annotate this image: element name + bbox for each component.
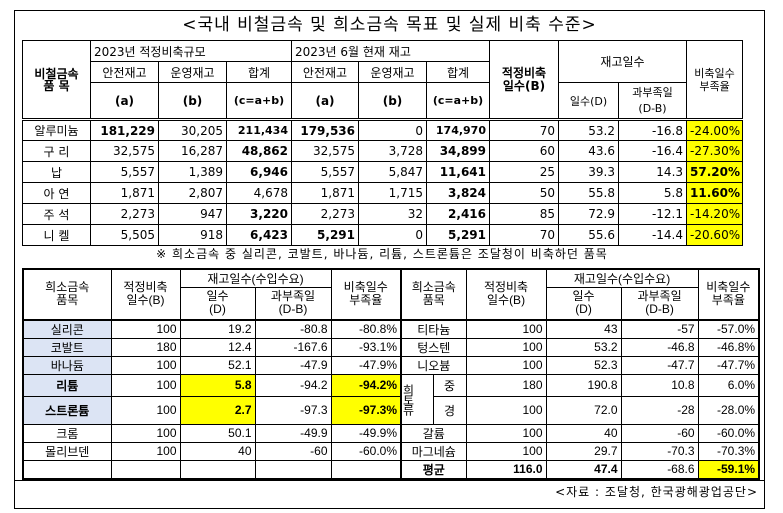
table-row: 리튬 100 5.8 -94.2 -94.2% 희토류 중 180 190.8 …	[22, 373, 760, 425]
shortage-rate: 57.20%	[686, 161, 744, 183]
table-row: 알루미늄 181,229 30,205 211,434 179,536 0 17…	[22, 118, 744, 141]
table-row: 주 석 2,273 947 3,220 2,273 32 2,416 85 72…	[22, 203, 744, 225]
table-row: 니 켈 5,505 918 6,423 5,291 0 5,291 70 55.…	[22, 224, 744, 246]
header-excess: 과부족일 (D-B)	[617, 82, 688, 120]
header-rare-stock-days-right: 재고일수(수입수요)	[545, 268, 699, 288]
header-b: (b)	[158, 82, 227, 120]
table-row: 아 연 1,871 2,807 4,678 1,871 1,715 3,824 …	[22, 182, 744, 204]
average-row: 평균 116.0 47.4 -68.6 -59.1%	[22, 459, 760, 480]
rare-metal-table: 희소금속 품목 적정비축 일수(B) 재고일수(수입수요) 비축일수 부족율 희소금속…	[22, 268, 761, 480]
table-row: 크롬 100 50.1 -49.9 -49.9% 갈륨 100 40 -60 -…	[22, 423, 760, 443]
table-row: 바나듐 100 52.1 -47.9 -47.9% 니오븀 100 52.3 -…	[22, 355, 760, 375]
header-rare-excess: 과부족일 (D-B)	[254, 287, 332, 321]
header-target-group: 2023년 적정비축규모	[90, 40, 292, 62]
header-rare-optimal-right: 적정비축 일수(B)	[465, 268, 547, 321]
header-item: 비철금속 품 목	[22, 40, 91, 120]
header-target-safety: 안전재고	[90, 61, 159, 83]
header-days-d: 일수(D)	[558, 82, 619, 120]
average-rate: -59.1%	[697, 459, 760, 480]
header-current-total: 합계	[426, 61, 490, 83]
table-row: 실리콘 100 19.2 -80.8 -80.8% 티타늄 100 43 -57…	[22, 319, 760, 339]
header-c-current: (c=a+b)	[426, 82, 490, 120]
shortage-rate: -24.00%	[686, 118, 744, 141]
header-current-group: 2023년 6월 현재 재고	[291, 40, 490, 62]
average-label: 평균	[400, 459, 467, 480]
header-rare-excess-right: 과부족일 (D-B)	[620, 287, 699, 321]
table-row: 납 5,557 1,389 6,946 5,557 5,847 11,641 2…	[22, 161, 744, 183]
table-row: 구 리 32,575 16,287 48,862 32,575 3,728 34…	[22, 140, 744, 162]
header-optimal-days: 적정비축 일수(B)	[489, 40, 559, 120]
note-text: ※ 희소금속 중 실리콘, 코발트, 바나듐, 리튬, 스트론튬은 조달청이 비…	[156, 247, 608, 261]
header-rare-days: 일수 (D)	[179, 287, 256, 321]
shortage-rate: -27.30%	[686, 140, 744, 162]
shortage-rate: 11.60%	[686, 182, 744, 204]
header-rare-rate-right: 비축일수 부족율	[697, 268, 760, 321]
header-rare-item-right: 희소금속 품목	[400, 268, 467, 321]
header-rare-rate: 비축일수 부족율	[330, 268, 403, 321]
header-target-total: 합계	[226, 61, 292, 83]
header-target-operating: 운영재고	[158, 61, 227, 83]
header-current-operating: 운영재고	[358, 61, 427, 83]
header-rare-optimal: 적정비축 일수(B)	[110, 268, 181, 321]
rare-earth-label: 희토류	[400, 373, 434, 425]
source-text: <자료 : 조달청, 한국광해광업공단>	[555, 485, 758, 499]
shortage-rate: -14.20%	[686, 203, 744, 225]
header-shortage-rate: 비축일수 부족율	[686, 40, 744, 120]
table-row: 코발트 180 12.4 -167.6 -93.1% 텅스텐 100 53.2 …	[22, 337, 760, 357]
header-rare-stock-days: 재고일수(수입수요)	[179, 268, 332, 288]
nonferrous-metal-table: 비철금속 품 목 2023년 적정비축규모 2023년 6월 현재 재고 적정비…	[22, 40, 744, 246]
divider	[14, 480, 765, 481]
header-b-current: (b)	[358, 82, 427, 120]
header-rare-days-right: 일수 (D)	[545, 287, 622, 321]
table-row: 스트론튬 100 2.7 -97.3 -97.3% 경 100 72.0 -28…	[22, 395, 760, 425]
header-stock-days: 재고일수	[557, 40, 688, 83]
header-a-current: (a)	[291, 82, 359, 120]
header-c: (c=a+b)	[226, 82, 292, 120]
shortage-rate: -20.60%	[686, 224, 744, 246]
header-a: (a)	[90, 82, 159, 120]
header-rare-item: 희소금속 품목	[22, 268, 112, 321]
header-current-safety: 안전재고	[291, 61, 359, 83]
page-title: <국내 비철금속 및 희소금속 목표 및 실제 비축 수준>	[182, 15, 597, 35]
document-frame	[14, 10, 765, 509]
table-row: 몰리브덴 100 40 -60 -60.0% 마그네슘 100 29.7 -70…	[22, 441, 760, 461]
